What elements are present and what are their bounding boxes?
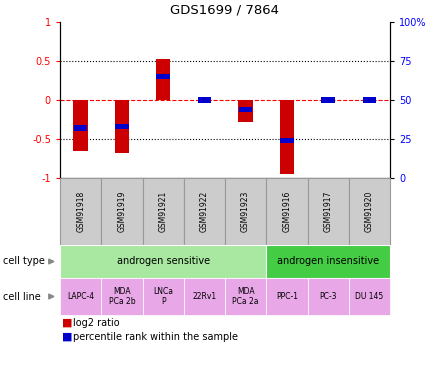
Text: MDA
PCa 2b: MDA PCa 2b: [108, 287, 135, 306]
Bar: [101, 178, 142, 245]
Bar: [184, 178, 225, 245]
Bar: [60, 278, 101, 315]
Bar: [321, 97, 335, 103]
Text: PC-3: PC-3: [319, 292, 337, 301]
Bar: [280, 138, 294, 143]
Bar: [280, 100, 294, 174]
Text: GSM91916: GSM91916: [282, 191, 292, 232]
Bar: [115, 100, 129, 153]
Bar: [101, 278, 142, 315]
Bar: [266, 178, 308, 245]
Text: androgen sensitive: androgen sensitive: [116, 256, 210, 267]
Bar: [60, 245, 266, 278]
Text: GSM91918: GSM91918: [76, 191, 85, 232]
Bar: [349, 178, 390, 245]
Text: DU 145: DU 145: [355, 292, 383, 301]
Text: 22Rv1: 22Rv1: [192, 292, 216, 301]
Text: ■: ■: [62, 332, 73, 342]
Bar: [225, 178, 266, 245]
Text: GSM91920: GSM91920: [365, 191, 374, 232]
Text: GSM91922: GSM91922: [200, 191, 209, 232]
Text: GSM91921: GSM91921: [159, 191, 167, 232]
Bar: [184, 278, 225, 315]
Text: GDS1699 / 7864: GDS1699 / 7864: [170, 3, 280, 16]
Text: log2 ratio: log2 ratio: [73, 318, 119, 328]
Text: percentile rank within the sample: percentile rank within the sample: [73, 332, 238, 342]
Bar: [198, 97, 211, 103]
Bar: [142, 178, 184, 245]
Bar: [308, 178, 349, 245]
Bar: [225, 278, 266, 315]
Text: GSM91917: GSM91917: [323, 191, 333, 232]
Bar: [142, 278, 184, 315]
Bar: [266, 245, 390, 278]
Text: GSM91919: GSM91919: [117, 191, 126, 232]
Text: PPC-1: PPC-1: [276, 292, 298, 301]
Text: LAPC-4: LAPC-4: [67, 292, 94, 301]
Bar: [60, 178, 101, 245]
Bar: [156, 74, 170, 80]
Bar: [239, 106, 252, 112]
Bar: [349, 278, 390, 315]
Bar: [115, 124, 129, 129]
Text: MDA
PCa 2a: MDA PCa 2a: [232, 287, 259, 306]
Bar: [74, 125, 88, 131]
Bar: [74, 100, 88, 151]
Text: LNCa
P: LNCa P: [153, 287, 173, 306]
Text: cell type: cell type: [3, 256, 45, 267]
Bar: [363, 97, 376, 103]
Text: GSM91923: GSM91923: [241, 191, 250, 232]
Text: androgen insensitive: androgen insensitive: [277, 256, 379, 267]
Text: ■: ■: [62, 318, 73, 328]
Text: cell line: cell line: [3, 291, 41, 302]
Bar: [238, 100, 253, 122]
Bar: [156, 60, 170, 100]
Bar: [308, 278, 349, 315]
Bar: [266, 278, 308, 315]
